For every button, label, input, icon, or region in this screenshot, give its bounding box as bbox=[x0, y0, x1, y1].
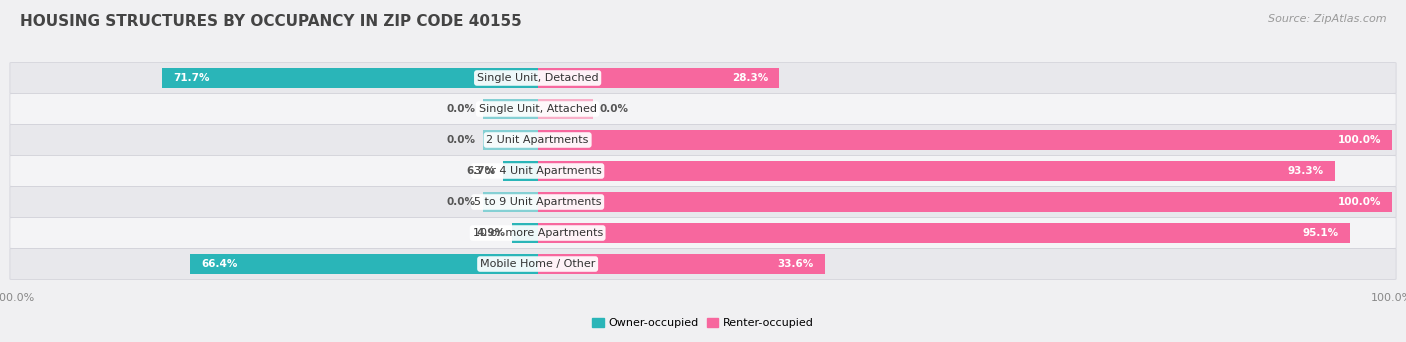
Text: 33.6%: 33.6% bbox=[778, 259, 814, 269]
Text: Source: ZipAtlas.com: Source: ZipAtlas.com bbox=[1268, 14, 1386, 24]
Bar bbox=[482, 193, 537, 212]
Bar bbox=[537, 193, 1392, 212]
Text: 100.0%: 100.0% bbox=[1337, 197, 1381, 207]
Text: 5 to 9 Unit Apartments: 5 to 9 Unit Apartments bbox=[474, 197, 602, 207]
Text: Single Unit, Attached: Single Unit, Attached bbox=[478, 104, 596, 114]
Bar bbox=[482, 100, 537, 119]
Text: HOUSING STRUCTURES BY OCCUPANCY IN ZIP CODE 40155: HOUSING STRUCTURES BY OCCUPANCY IN ZIP C… bbox=[20, 14, 522, 29]
FancyBboxPatch shape bbox=[10, 63, 1396, 93]
Text: 93.3%: 93.3% bbox=[1288, 166, 1323, 176]
Text: Single Unit, Detached: Single Unit, Detached bbox=[477, 73, 599, 83]
Text: 6.7%: 6.7% bbox=[467, 166, 496, 176]
Text: 66.4%: 66.4% bbox=[201, 259, 238, 269]
Bar bbox=[537, 100, 593, 119]
Bar bbox=[537, 161, 1334, 181]
Text: 95.1%: 95.1% bbox=[1303, 228, 1339, 238]
Bar bbox=[190, 254, 537, 274]
Bar bbox=[537, 130, 1392, 149]
Text: 100.0%: 100.0% bbox=[1337, 135, 1381, 145]
FancyBboxPatch shape bbox=[10, 94, 1396, 124]
Text: Mobile Home / Other: Mobile Home / Other bbox=[479, 259, 595, 269]
Bar bbox=[537, 223, 1350, 242]
Bar bbox=[482, 130, 537, 149]
Bar bbox=[512, 223, 537, 242]
Text: 4.9%: 4.9% bbox=[477, 228, 505, 238]
Bar bbox=[537, 254, 825, 274]
Text: 71.7%: 71.7% bbox=[173, 73, 209, 83]
Text: 2 Unit Apartments: 2 Unit Apartments bbox=[486, 135, 589, 145]
Bar bbox=[537, 68, 779, 88]
FancyBboxPatch shape bbox=[10, 249, 1396, 279]
Bar bbox=[502, 161, 537, 181]
Bar bbox=[162, 68, 537, 88]
Text: 0.0%: 0.0% bbox=[447, 197, 475, 207]
Text: 0.0%: 0.0% bbox=[447, 104, 475, 114]
FancyBboxPatch shape bbox=[10, 124, 1396, 155]
FancyBboxPatch shape bbox=[10, 218, 1396, 248]
FancyBboxPatch shape bbox=[10, 156, 1396, 186]
FancyBboxPatch shape bbox=[10, 187, 1396, 218]
Legend: Owner-occupied, Renter-occupied: Owner-occupied, Renter-occupied bbox=[588, 314, 818, 333]
Text: 0.0%: 0.0% bbox=[599, 104, 628, 114]
Text: 3 or 4 Unit Apartments: 3 or 4 Unit Apartments bbox=[474, 166, 602, 176]
Text: 0.0%: 0.0% bbox=[447, 135, 475, 145]
Text: 28.3%: 28.3% bbox=[733, 73, 769, 83]
Text: 10 or more Apartments: 10 or more Apartments bbox=[472, 228, 603, 238]
